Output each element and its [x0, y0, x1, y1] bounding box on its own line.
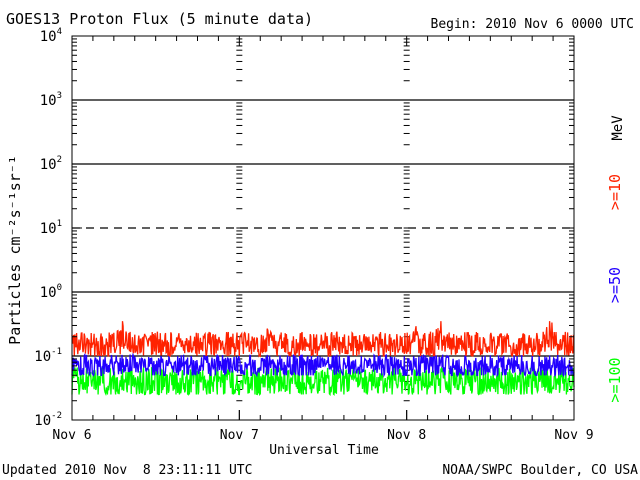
y-tick-exponent: 2	[57, 155, 62, 165]
series-line	[71, 366, 575, 397]
x-axis-label: Universal Time	[269, 443, 379, 458]
y-tick-label: 10-2	[34, 411, 62, 429]
legend: MeV >=10 >=50 >=100	[606, 115, 626, 403]
y-tick-exponent: 0	[57, 283, 62, 293]
y-tick-base: 10	[34, 413, 51, 429]
y-tick-base: 10	[40, 285, 57, 301]
x-tick-label: Nov 9	[554, 428, 593, 443]
y-axis-label: Particles cm⁻²s⁻¹sr⁻¹	[6, 155, 24, 345]
y-tick-exponent: 4	[57, 27, 62, 37]
x-tick-label: Nov 8	[387, 428, 426, 443]
y-tick-base: 10	[34, 349, 51, 365]
x-tick-label: Nov 6	[52, 428, 91, 443]
chart-title: GOES13 Proton Flux (5 minute data)	[6, 10, 313, 28]
y-tick-base: 10	[40, 221, 57, 237]
y-tick-label: 102	[40, 155, 62, 173]
y-tick-exponent: -2	[51, 411, 62, 421]
begin-label: Begin: 2010 Nov 6 0000 UTC	[431, 17, 635, 32]
y-tick-exponent: 3	[57, 91, 62, 101]
series-layer	[71, 321, 575, 397]
y-tick-label: 101	[40, 219, 62, 237]
y-tick-exponent: 1	[57, 219, 62, 229]
y-tick-exponent: -1	[51, 347, 62, 357]
legend-entry: >=10	[606, 174, 624, 210]
legend-unit: MeV	[610, 115, 626, 141]
y-tick-label: 104	[40, 27, 62, 45]
y-tick-label: 10-1	[34, 347, 62, 365]
footer-source: NOAA/SWPC Boulder, CO USA	[442, 463, 638, 478]
x-tick-label: Nov 7	[220, 428, 259, 443]
x-axis: Nov 6 Nov 7 Nov 8 Nov 9	[52, 36, 594, 443]
y-tick-base: 10	[40, 93, 57, 109]
y-tick-base: 10	[40, 29, 57, 45]
legend-entry: >=50	[606, 267, 624, 303]
legend-entry: >=100	[606, 357, 624, 402]
series-line	[71, 321, 575, 358]
series-line	[71, 352, 575, 378]
threshold-lines	[72, 99, 574, 357]
y-tick-label: 103	[40, 91, 62, 109]
footer-updated: Updated 2010 Nov 8 23:11:11 UTC	[2, 463, 252, 478]
y-tick-base: 10	[40, 157, 57, 173]
y-tick-label: 100	[40, 283, 62, 301]
